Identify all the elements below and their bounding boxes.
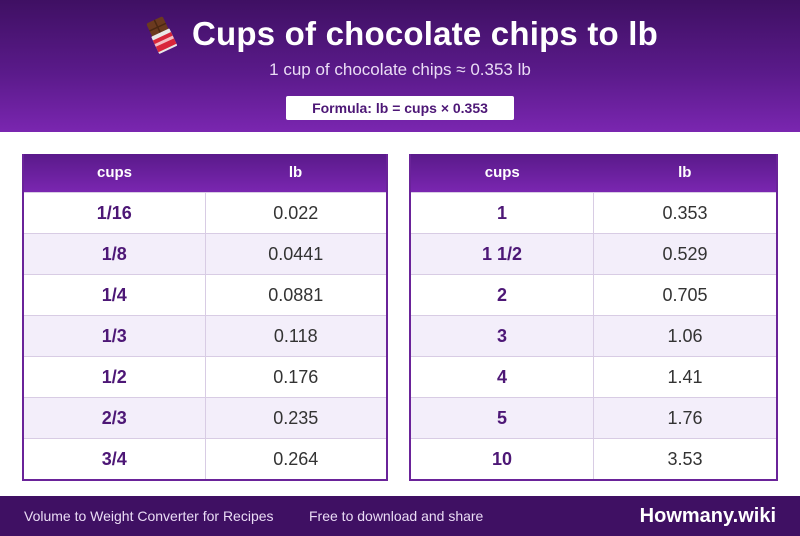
cups-cell: 1/2: [24, 357, 206, 397]
table-row: 3 1.06: [411, 315, 776, 356]
cups-cell: 1: [411, 193, 594, 233]
lb-cell: 0.0441: [268, 244, 324, 264]
footer-tagline: Volume to Weight Converter for Recipes: [24, 508, 274, 524]
conversion-table-right: cups lb 1 0.353 1 1/2 0.529 2 0.705 3 1.…: [409, 154, 778, 481]
table-row: 1/2 0.176: [24, 356, 386, 397]
lb-cell: 0.0881: [268, 285, 324, 305]
cups-cell: 4: [411, 357, 594, 397]
lb-cell: 0.705: [662, 285, 708, 305]
lb-cell: 1.06: [667, 326, 703, 346]
table-row: 5 1.76: [411, 397, 776, 438]
title-row: Cups of chocolate chips to lb: [0, 14, 800, 54]
lb-cell: 1.41: [667, 367, 703, 387]
table-row: 1 1/2 0.529: [411, 233, 776, 274]
cups-cell: 1 1/2: [411, 234, 594, 274]
table-row: 1/4 0.0881: [24, 274, 386, 315]
cups-cell: 2: [411, 275, 594, 315]
lb-cell: 0.529: [662, 244, 708, 264]
cups-cell: 3: [411, 316, 594, 356]
chocolate-bar-icon: [142, 14, 182, 54]
table-row: 2 0.705: [411, 274, 776, 315]
table-row: 1/3 0.118: [24, 315, 386, 356]
table-row: 1/8 0.0441: [24, 233, 386, 274]
lb-cell: 3.53: [667, 449, 703, 469]
table-header: cups lb: [24, 154, 386, 192]
table-row: 4 1.41: [411, 356, 776, 397]
column-header-lb: lb: [288, 164, 303, 181]
lb-cell: 0.264: [273, 449, 319, 469]
cups-cell: 2/3: [24, 398, 206, 438]
table-row: 2/3 0.235: [24, 397, 386, 438]
conversion-table-left: cups lb 1/16 0.022 1/8 0.0441 1/4 0.0881…: [22, 154, 388, 481]
cups-cell: 3/4: [24, 439, 206, 479]
cups-cell: 10: [411, 439, 594, 479]
cups-cell: 1/8: [24, 234, 206, 274]
page-subtitle: 1 cup of chocolate chips ≈ 0.353 lb: [269, 60, 531, 79]
cups-cell: 1/16: [24, 193, 206, 233]
table-header: cups lb: [411, 154, 776, 192]
table-row: 1 0.353: [411, 192, 776, 233]
lb-cell: 0.022: [273, 203, 319, 223]
lb-cell: 1.76: [667, 408, 703, 428]
footer-bar: Volume to Weight Converter for Recipes F…: [0, 496, 800, 536]
header-banner: Cups of chocolate chips to lb 1 cup of c…: [0, 0, 800, 132]
lb-cell: 0.118: [273, 326, 318, 346]
lb-cell: 0.176: [273, 367, 319, 387]
column-header-cups: cups: [96, 164, 132, 181]
footer-share-note: Free to download and share: [309, 508, 484, 524]
column-header-cups: cups: [484, 164, 520, 181]
page-title: Cups of chocolate chips to lb: [192, 15, 658, 52]
cups-cell: 5: [411, 398, 594, 438]
table-row: 10 3.53: [411, 438, 776, 479]
lb-cell: 0.235: [273, 408, 319, 428]
formula-badge: Formula: lb = cups × 0.353: [286, 96, 514, 120]
lb-cell: 0.353: [662, 203, 708, 223]
brand-logo[interactable]: Howmany.wiki: [639, 505, 776, 527]
cups-cell: 1/4: [24, 275, 206, 315]
table-row: 3/4 0.264: [24, 438, 386, 479]
table-row: 1/16 0.022: [24, 192, 386, 233]
cups-cell: 1/3: [24, 316, 206, 356]
column-header-lb: lb: [678, 164, 692, 181]
